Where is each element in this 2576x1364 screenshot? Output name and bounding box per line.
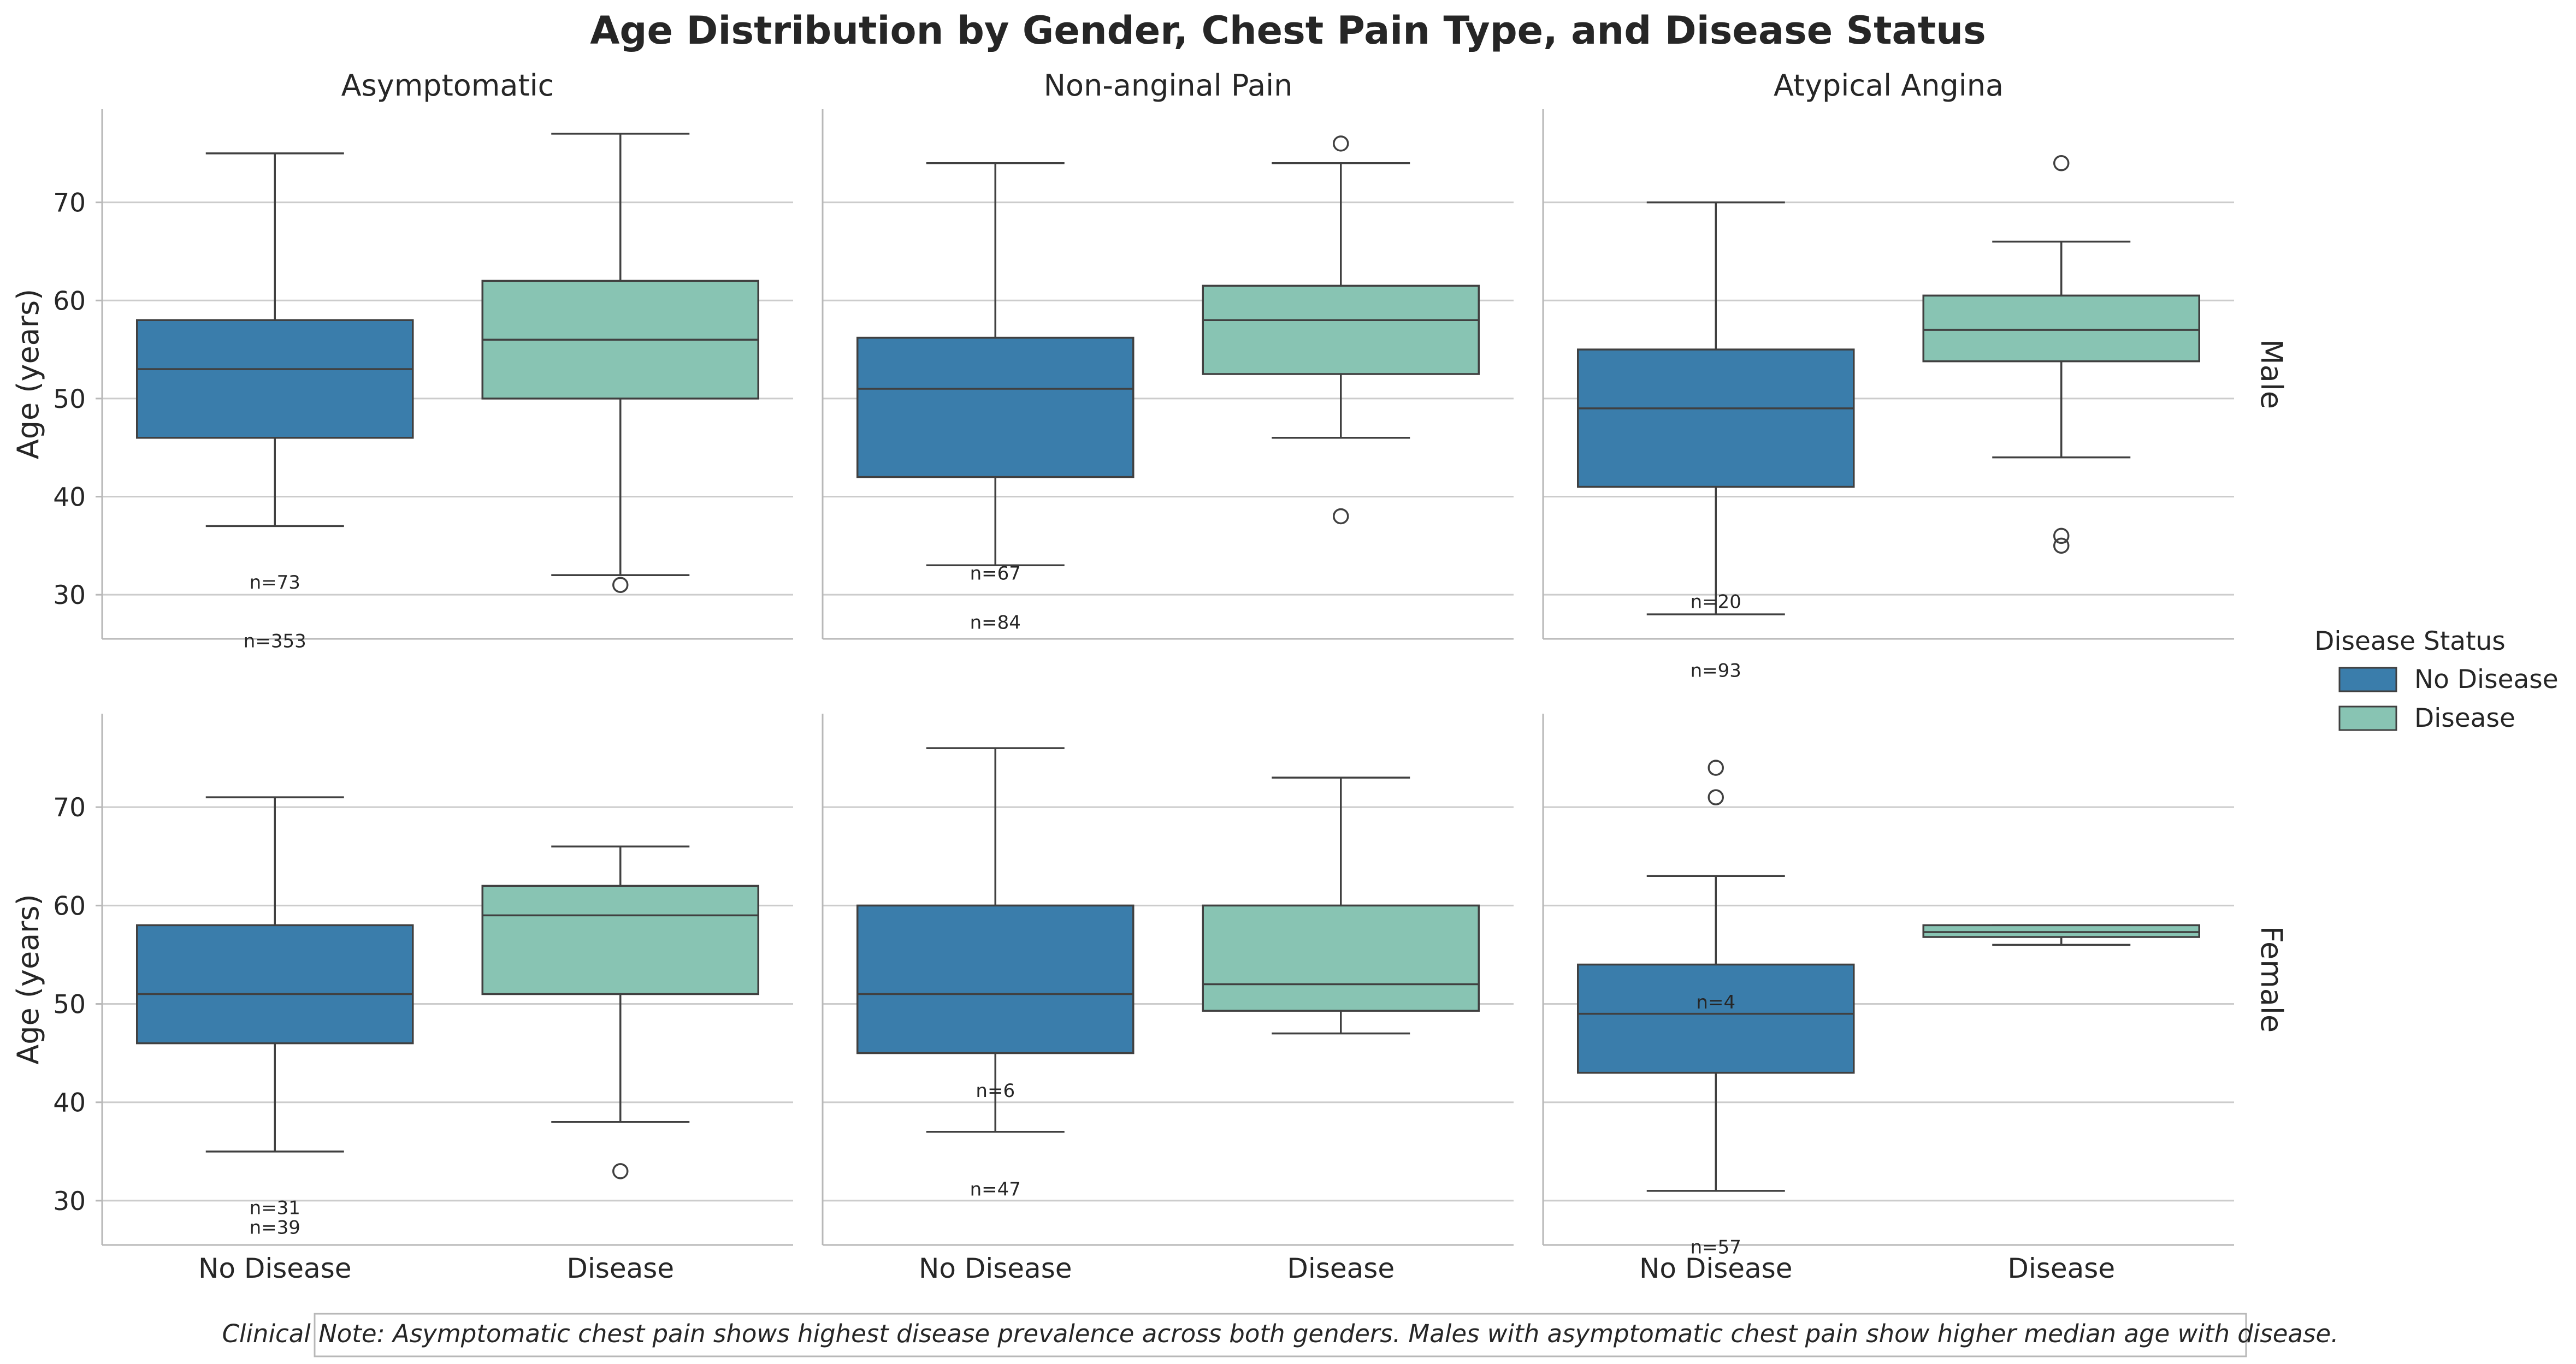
box-body: [856, 336, 1135, 478]
y-tick-label: 40: [53, 1088, 86, 1118]
box-male-atypical-angina-no-disease: [1577, 201, 1855, 615]
clinical-note: Clinical Note: Asymptomatic chest pain s…: [222, 1313, 2339, 1357]
x-tick-label-no-disease: No Disease: [198, 1253, 352, 1284]
outlier-point: [1708, 760, 1724, 776]
count-label: n=67: [970, 563, 1021, 585]
count-label: n=57: [1691, 1237, 1741, 1259]
y-tick-label: 30: [53, 580, 86, 610]
box-female-non-anginal-pain-no-disease: [856, 747, 1135, 1133]
y-tick-label: 50: [53, 384, 86, 414]
box-female-atypical-angina-disease: [1922, 924, 2200, 946]
outlier-point: [2053, 537, 2070, 554]
count-label: n=84: [970, 612, 1021, 633]
box-body: [136, 924, 414, 1045]
outlier-point: [612, 1163, 629, 1179]
box-male-atypical-angina-disease: [1922, 155, 2200, 554]
panel-male-asymptomatic: 30 40 50 60 70 Age (years) Asymptomatic n=73 n=3…: [11, 68, 793, 653]
count-label: n=31: [250, 1197, 300, 1219]
box-male-non-anginal-pain-disease: [1202, 135, 1480, 525]
box-male-asymptomatic-disease: [481, 133, 759, 593]
clinical-note-box: [314, 1313, 2247, 1357]
outlier-point: [612, 577, 629, 593]
box-body: [1577, 348, 1855, 488]
y-tick-label: 50: [53, 990, 86, 1020]
x-tick-label-no-disease: No Disease: [919, 1253, 1072, 1284]
y-tick-label: 70: [53, 793, 86, 823]
box-body: [136, 319, 414, 439]
count-label: n=93: [1691, 660, 1741, 681]
box-female-atypical-angina-no-disease: [1577, 760, 1855, 1192]
x-tick-label-disease: Disease: [1287, 1253, 1395, 1284]
panel-male-non-anginal-pain: Non-anginal Pain n=67 n=84: [822, 68, 1514, 640]
legend-label-disease: Disease: [2414, 703, 2515, 733]
facet-title-non-anginal-pain: Non-anginal Pain: [1044, 68, 1293, 103]
panels-group: 30 40 50 60 70 Age (years) Asymptomatic n=73 n=3…: [11, 68, 2289, 1284]
count-label: n=6: [976, 1080, 1015, 1102]
x-tick-label-disease: Disease: [566, 1253, 674, 1284]
clinical-note-text: Clinical Note: Asymptomatic chest pain s…: [222, 1319, 2339, 1348]
outlier-point: [2053, 155, 2070, 171]
outlier-point: [2053, 527, 2070, 544]
facet-title-asymptomatic: Asymptomatic: [341, 68, 554, 103]
count-label: n=4: [1696, 992, 1735, 1013]
row-label-male: Male: [2254, 339, 2289, 409]
legend: Disease Status No Disease Disease: [2314, 626, 2559, 733]
y-axis-label: Age (years): [11, 289, 45, 459]
panel-female-asymptomatic: 30 40 50 60 70 Age (years) No Disease Disease n=…: [11, 714, 793, 1284]
x-tick-label-no-disease: No Disease: [1639, 1253, 1793, 1284]
box-body: [1577, 963, 1855, 1074]
y-axis-label: Age (years): [11, 894, 45, 1064]
box-body: [481, 885, 759, 995]
legend-label-no-disease: No Disease: [2414, 665, 2559, 695]
row-label-female: Female: [2254, 926, 2289, 1033]
panel-male-atypical-angina: Atypical Angina Male n=20 n=93: [1542, 68, 2289, 681]
y-tick-label: 60: [53, 286, 86, 316]
box-body: [1202, 284, 1480, 375]
count-label: n=20: [1691, 591, 1741, 613]
facet-title-atypical-angina: Atypical Angina: [1774, 68, 2004, 103]
legend-swatch-no-disease: [2338, 667, 2397, 692]
box-body: [1922, 924, 2200, 938]
box-body: [1202, 904, 1480, 1012]
y-tick-label: 30: [53, 1187, 86, 1217]
chart-title: Age Distribution by Gender, Chest Pain T…: [590, 8, 1986, 53]
outlier-point: [1333, 508, 1349, 525]
box-female-non-anginal-pain-disease: [1202, 776, 1480, 1035]
y-tick-label: 70: [53, 188, 86, 218]
count-label: n=73: [250, 572, 300, 594]
count-label: n=47: [970, 1178, 1021, 1200]
y-tick-label: 40: [53, 483, 86, 513]
box-body: [1922, 294, 2200, 363]
box-male-non-anginal-pain-no-disease: [856, 162, 1135, 567]
panel-female-non-anginal-pain: No Disease Disease n=6 n=47: [822, 714, 1514, 1284]
x-tick-label-disease: Disease: [2007, 1253, 2115, 1284]
count-label: n=353: [244, 631, 306, 653]
outlier-point: [1708, 789, 1724, 805]
box-body: [856, 904, 1135, 1054]
box-female-asymptomatic-disease: [481, 845, 759, 1179]
box-male-asymptomatic-no-disease: [136, 152, 414, 527]
legend-swatch-disease: [2338, 705, 2397, 731]
y-tick-label: 60: [53, 891, 86, 921]
panel-female-atypical-angina: Female No Disease Disease n=4 n=57: [1542, 714, 2289, 1284]
box-female-asymptomatic-no-disease: [136, 796, 414, 1153]
count-label: n=39: [250, 1217, 300, 1239]
outlier-point: [1333, 135, 1349, 152]
legend-title: Disease Status: [2314, 626, 2506, 656]
